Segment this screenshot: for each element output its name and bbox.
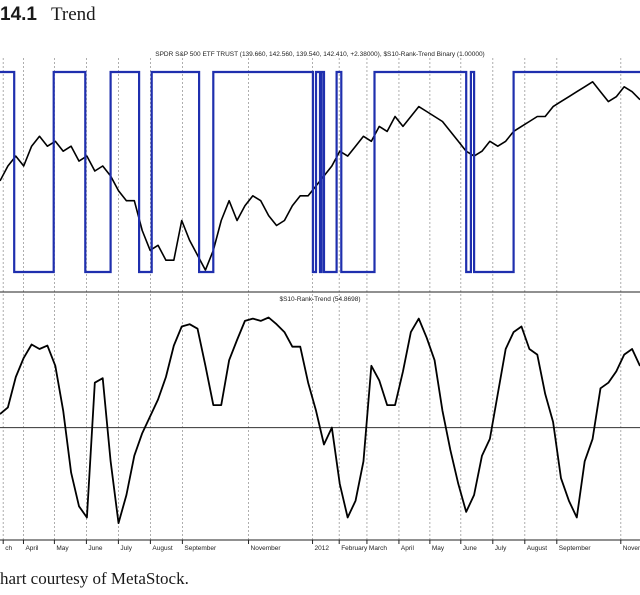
x-tick-label-13: June [463, 545, 477, 552]
series-rank-trend-binary-line [0, 70, 640, 274]
x-tick-label-17: November [623, 545, 640, 552]
x-tick-label-15: August [527, 545, 547, 552]
x-tick-label-14: July [495, 545, 507, 552]
x-tick-label-11: April [401, 545, 415, 552]
x-tick-label-1: April [25, 545, 39, 552]
series-rank-trend-line [0, 316, 640, 524]
x-tick-label-7: November [251, 545, 282, 552]
x-tick-label-12: May [432, 545, 445, 552]
x-tick-label-0: ch [5, 545, 12, 552]
figure-title: Trend [50, 4, 96, 25]
x-tick-label-3: June [88, 545, 102, 552]
x-tick-label-6: September [184, 545, 217, 552]
x-tick-label-9: February [341, 545, 368, 552]
upper-panel-title: SPDR S&P 500 ETF TRUST (139.660, 142.560… [155, 51, 484, 58]
figure-number: 14.1 [0, 4, 37, 25]
lower-panel-title: $S10-Rank-Trend (54.8698) [279, 296, 360, 303]
x-tick-label-4: July [120, 545, 132, 552]
x-tick-label-16: September [559, 545, 592, 552]
x-tick-label-2: May [56, 545, 69, 552]
figure-caption: hart courtesy of MetaStock. [0, 569, 189, 588]
figure-heading: 14.1 Trend [0, 4, 96, 30]
x-tick-label-8: 2012 [315, 545, 330, 552]
x-tick-label-5: August [152, 545, 172, 552]
x-tick-label-10: March [369, 545, 387, 552]
